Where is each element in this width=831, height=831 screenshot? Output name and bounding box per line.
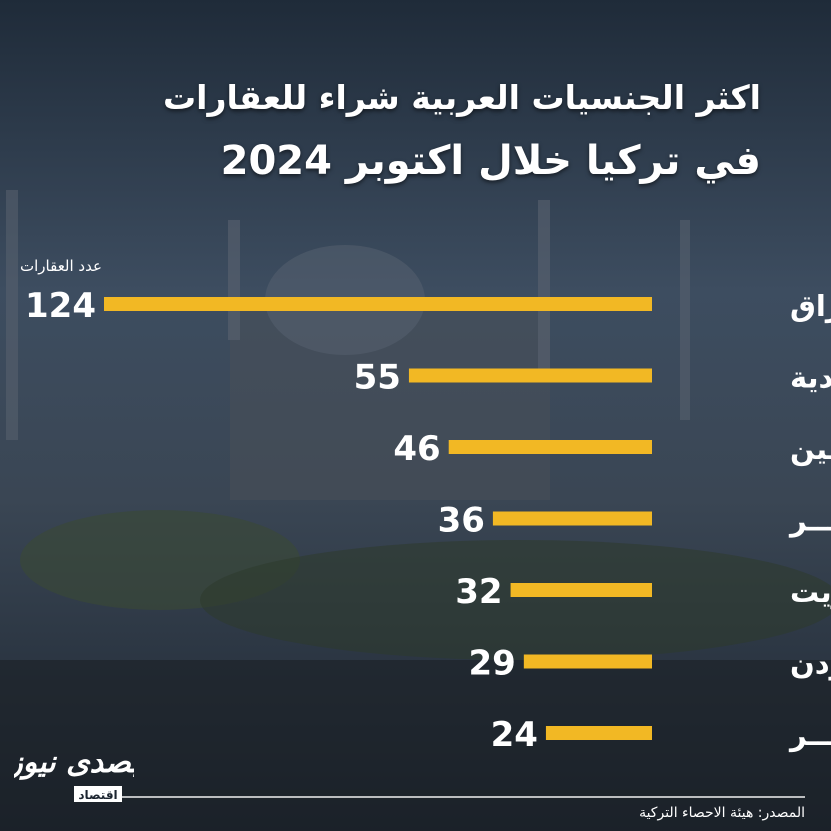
category-label-3: مصـــر <box>788 504 831 538</box>
bar-5 <box>523 654 652 669</box>
bar-3 <box>492 511 652 526</box>
category-label-6: قطـــر <box>788 718 831 752</box>
bar-value-label-1: 55 <box>354 358 401 398</box>
units-label: عدد العقارات <box>20 257 102 275</box>
svg-text:بصدى نيوز: بصدى نيوز <box>14 745 134 780</box>
bar-value-label-0: 124 <box>25 286 96 326</box>
bar-4 <box>510 583 652 597</box>
source-note: المصدر: هيئة الاحصاء التركية <box>639 805 805 821</box>
svg-text:اقتصاد: اقتصاد <box>78 788 117 802</box>
footer-divider <box>95 796 805 798</box>
category-label-0: العــــراق <box>790 289 831 323</box>
bar-value-label-5: 29 <box>469 644 516 684</box>
category-label-1: السعودية <box>790 361 831 395</box>
chart-title-line2: في تركيا خلال اكتوبر 2024 <box>220 138 761 184</box>
bar-value-label-4: 32 <box>455 572 502 612</box>
category-label-4: الكــويت <box>790 575 831 609</box>
bar-value-label-2: 46 <box>393 429 440 469</box>
category-label-2: فلسطين <box>790 432 831 466</box>
chart-title-line1: اكثر الجنسيات العربية شراء للعقارات <box>162 78 761 117</box>
bar-6 <box>545 726 652 740</box>
bar-0 <box>104 297 652 311</box>
bar-value-label-3: 36 <box>438 501 485 541</box>
bar-2 <box>448 440 652 454</box>
category-label-5: الاردن <box>790 647 831 681</box>
bar-value-label-6: 24 <box>491 715 538 755</box>
bar-1 <box>408 368 652 383</box>
brand-logo: بصدى نيوز اقتصاد <box>14 745 134 802</box>
